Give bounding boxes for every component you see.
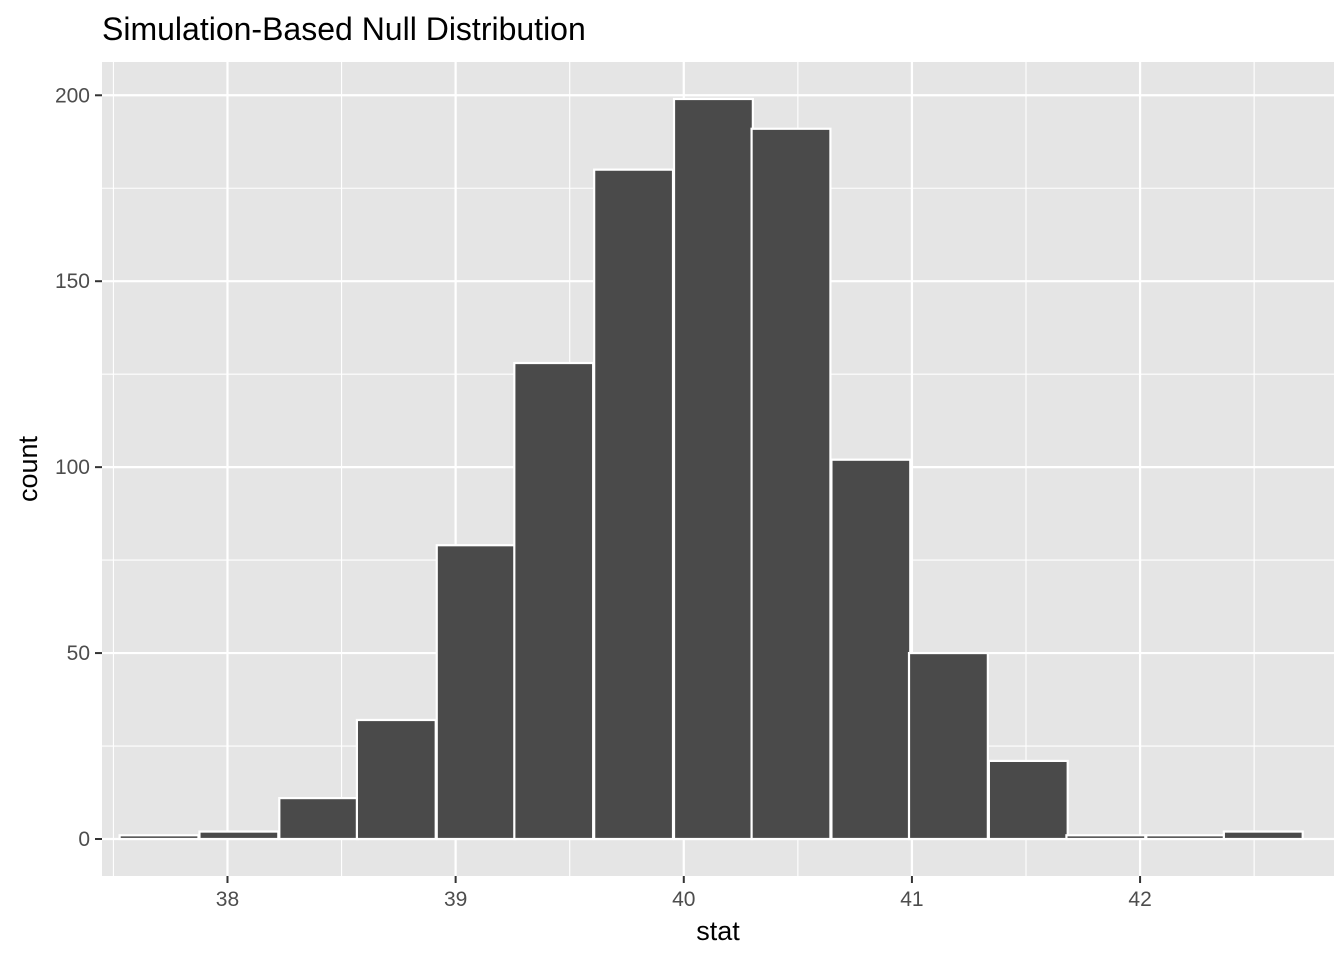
x-axis: 38 39 40 41 42 — [216, 876, 1152, 911]
histogram-bar — [198, 830, 280, 841]
histogram-bar — [1145, 834, 1227, 841]
y-tick-label: 200 — [55, 84, 90, 107]
histogram-bar — [907, 651, 989, 841]
histogram-bar — [1222, 830, 1304, 841]
y-tick-label: 150 — [55, 270, 90, 293]
x-tick-label: 40 — [672, 888, 695, 911]
y-axis: 0 50 100 150 200 — [55, 84, 102, 851]
histogram-bar — [355, 718, 437, 841]
x-tick-label: 38 — [216, 888, 239, 911]
histogram-bar — [278, 796, 360, 841]
histogram-bar — [750, 127, 832, 841]
histogram-bar — [987, 759, 1069, 841]
histogram-bar — [513, 361, 595, 841]
y-axis-title: count — [13, 435, 43, 502]
y-tick-label: 50 — [67, 642, 90, 665]
y-tick-label: 0 — [78, 828, 90, 851]
x-tick-label: 41 — [900, 888, 923, 911]
y-tick-label: 100 — [55, 456, 90, 479]
histogram-bars — [118, 97, 1304, 841]
histogram-bar — [435, 544, 517, 841]
histogram-bar — [1065, 834, 1147, 841]
histogram-bar — [672, 97, 754, 841]
x-tick-label: 39 — [444, 888, 467, 911]
x-tick-label: 42 — [1128, 888, 1151, 911]
histogram-bar — [118, 834, 200, 841]
histogram-bar — [830, 458, 912, 841]
chart-title: Simulation-Based Null Distribution — [102, 11, 586, 47]
x-axis-title: stat — [696, 916, 740, 946]
histogram-bar — [593, 168, 675, 841]
